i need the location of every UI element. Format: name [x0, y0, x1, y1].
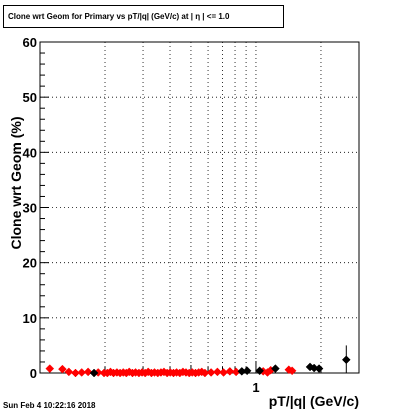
y-tick-label: 30 [23, 201, 37, 216]
data-point-red [287, 366, 297, 376]
data-point-red [200, 368, 210, 378]
x-axis-label: pT/|q| (GeV/c) [269, 393, 359, 409]
plot-frame [39, 41, 360, 374]
y-tick-label: 10 [23, 311, 37, 326]
data-points [45, 345, 351, 378]
data-point-red [219, 368, 228, 377]
y-tick-label: 60 [23, 35, 37, 50]
y-axis-label: Clone wrt Geom (%) [8, 116, 24, 249]
y-tick-label: 40 [23, 145, 37, 160]
data-point-red [77, 368, 87, 377]
y-tick-label: 0 [30, 366, 37, 381]
data-point-red [225, 366, 235, 376]
data-point-black [314, 364, 324, 373]
data-point-black [89, 368, 99, 378]
data-point-red [213, 367, 222, 377]
grid [39, 42, 360, 373]
data-point-black [341, 355, 351, 365]
data-point-black [242, 366, 252, 376]
data-point-red [64, 367, 74, 377]
y-tick-label: 20 [23, 256, 37, 271]
data-point-black [255, 366, 264, 376]
data-point-red [83, 367, 93, 377]
chart-title: Clone wrt Geom for Primary vs pT/|q| (Ge… [3, 5, 284, 28]
data-point-black [271, 364, 280, 373]
x-tick-label: 1 [252, 380, 259, 395]
timestamp: Sun Feb 4 10:22:16 2018 [3, 401, 96, 410]
data-point-red [206, 368, 216, 377]
data-point-red [58, 364, 67, 374]
y-tick-label: 50 [23, 90, 37, 105]
data-point-red [45, 364, 55, 373]
